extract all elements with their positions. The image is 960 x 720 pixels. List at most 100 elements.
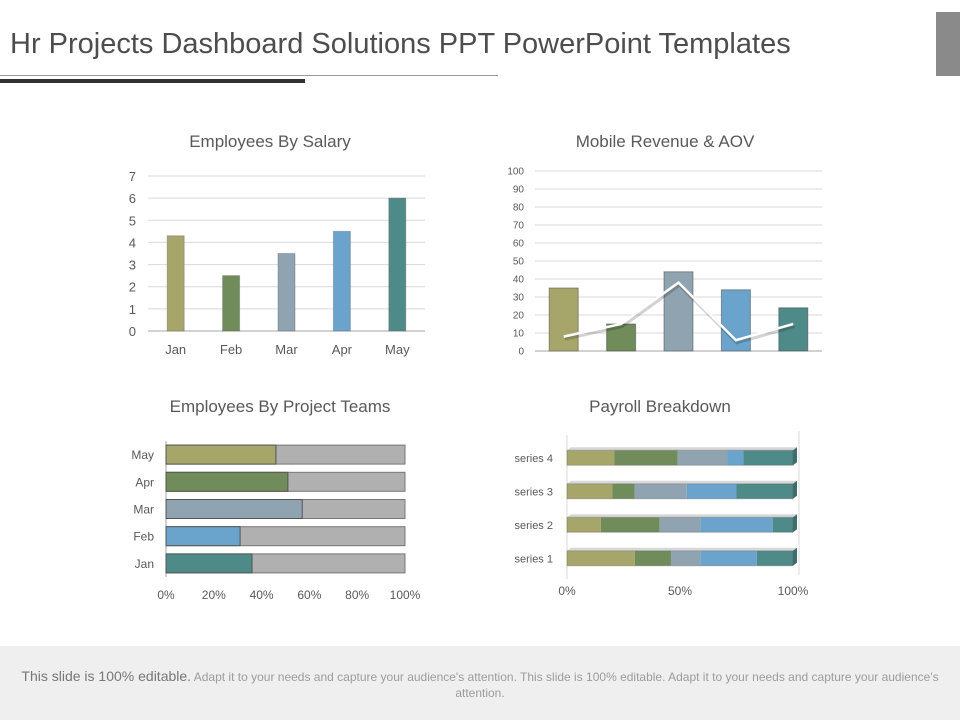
bar [663, 271, 694, 352]
y-tick-label: 60 [513, 239, 525, 250]
x-tick-label: 0% [157, 588, 175, 602]
x-tick-label: 0% [558, 584, 576, 598]
bar-side-face [793, 447, 797, 466]
bar-segment [567, 483, 613, 499]
y-tick-label: 30 [513, 293, 525, 304]
bar [165, 471, 289, 492]
x-tick-label: 100% [390, 588, 421, 602]
bar-segment [772, 517, 793, 533]
title-underline-thick [0, 79, 305, 83]
footer-band: This slide is 100% editable. Adapt it to… [0, 646, 960, 720]
y-tick-label: 20 [513, 311, 525, 322]
chart-title: Employees By Project Teams [169, 397, 391, 416]
line-series [563, 280, 794, 342]
y-tick-label: 0 [518, 347, 524, 358]
y-tick-label: 10 [513, 329, 525, 340]
employees-by-salary-plot: 0 1 2 3 4 5 6 7 Jan Feb Mar Apr May [129, 169, 425, 357]
y-tick-label: Mar [133, 503, 154, 517]
bar-top-face [567, 447, 797, 451]
x-tick-label: Apr [332, 342, 353, 357]
bar-segment [600, 517, 660, 533]
bar [165, 526, 241, 547]
bar-segment [700, 550, 757, 566]
bar-segment [677, 450, 728, 466]
bar [166, 235, 185, 332]
bar-segment [634, 483, 687, 499]
y-tick-label: 6 [129, 191, 136, 206]
bar-segment [634, 550, 671, 566]
chart-title: Payroll Breakdown [589, 397, 731, 416]
mobile-revenue-aov-plot: 0 10 20 30 40 50 60 70 80 90 100 [507, 167, 822, 358]
bar [778, 307, 809, 352]
bar-top-face [567, 547, 797, 551]
bar-outline [566, 516, 794, 533]
y-tick-label: May [131, 448, 154, 462]
y-tick-label: 100 [507, 167, 524, 178]
y-tick-label: series 3 [514, 486, 553, 498]
bar [165, 499, 303, 519]
bar-outline [566, 550, 794, 567]
y-tick-label: Jan [135, 557, 154, 571]
y-tick-label: 80 [513, 203, 525, 214]
bar-side-face [793, 514, 797, 533]
bar [277, 253, 296, 332]
bar [165, 553, 253, 574]
mobile-revenue-aov-chart: Mobile Revenue & AOV 0 10 20 30 40 50 60 70 80 90… [495, 128, 835, 368]
bar-outline [566, 449, 794, 466]
bar-segment [743, 450, 793, 466]
x-tick-label: Feb [220, 342, 242, 357]
employees-by-project-teams-chart: Employees By Project Teams Jan Feb Mar Apr M… [120, 393, 440, 613]
y-tick-label: 1 [129, 302, 136, 317]
bar-segment [614, 450, 678, 466]
bar [222, 275, 241, 332]
x-tick-label: May [385, 342, 410, 357]
footer-body: Adapt it to your needs and capture your … [193, 670, 939, 700]
y-tick-label: 40 [513, 275, 525, 286]
y-tick-label: 3 [129, 258, 136, 273]
bar [165, 444, 277, 465]
y-tick-label: 5 [129, 213, 136, 228]
corner-tab-decoration [936, 12, 960, 76]
x-tick-label: Mar [275, 342, 298, 357]
y-tick-label: 70 [513, 221, 525, 232]
bar [388, 197, 407, 332]
x-tick-label: 100% [778, 584, 809, 598]
y-tick-label: series 4 [514, 453, 553, 465]
bar [332, 230, 351, 332]
bar-segment [670, 550, 701, 566]
bar-segment [659, 517, 701, 533]
bar-segment [567, 450, 615, 466]
bar-top-face [567, 480, 797, 484]
bar-outline [566, 483, 794, 500]
x-tick-label: 20% [202, 588, 226, 602]
bar-segment [686, 483, 737, 499]
footer-lead: This slide is 100% editable. [21, 668, 192, 684]
footer-text: This slide is 100% editable. Adapt it to… [14, 668, 946, 701]
y-tick-label: Feb [133, 530, 154, 544]
chart-title: Employees By Salary [189, 132, 351, 151]
y-tick-label: series 1 [514, 553, 553, 565]
x-tick-label: 50% [668, 584, 692, 598]
x-tick-label: 80% [345, 588, 369, 602]
title-underline-thin [0, 75, 498, 76]
payroll-breakdown-chart: Payroll Breakdown series 1 series 2 series… [500, 393, 820, 613]
bar-segment [756, 550, 793, 566]
x-tick-label: Jan [165, 342, 186, 357]
employees-by-project-teams-plot: Jan Feb Mar Apr May 0% 20% 40% 60% 80% 100% [131, 441, 421, 602]
bar-segment [567, 517, 601, 533]
bar-segment [612, 483, 635, 499]
y-tick-label: 90 [513, 185, 525, 196]
y-tick-label: series 2 [514, 520, 553, 532]
bar-segment [700, 517, 773, 533]
bar [548, 287, 579, 352]
y-tick-label: 0 [129, 324, 136, 339]
x-tick-label: 60% [297, 588, 321, 602]
chart-title: Mobile Revenue & AOV [575, 132, 755, 151]
x-tick-label: 40% [250, 588, 274, 602]
bar-top-face [567, 514, 797, 518]
y-tick-label: 50 [513, 257, 525, 268]
payroll-breakdown-plot: series 1 series 2 series 3 series 4 0% 50% 100… [514, 431, 809, 598]
bar-segment [727, 450, 744, 466]
bar-segment [567, 550, 635, 566]
y-tick-label: Apr [135, 475, 154, 489]
